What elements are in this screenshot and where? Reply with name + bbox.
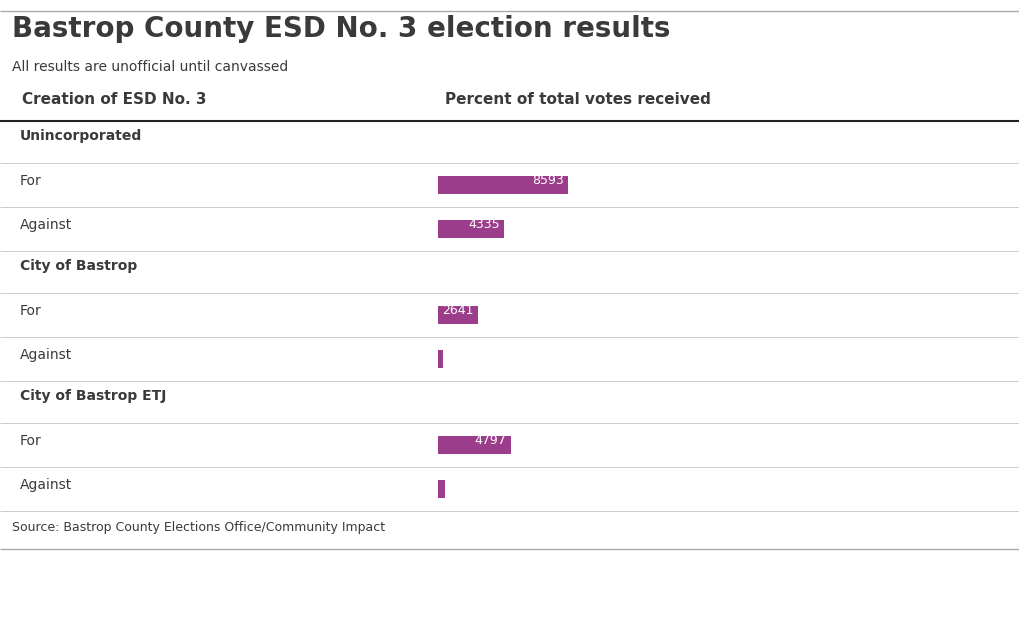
Text: City of Bastrop ETJ: City of Bastrop ETJ [20,389,166,403]
Bar [437,306,478,324]
Text: Against: Against [20,218,72,232]
Bar [437,480,444,498]
Text: 4797: 4797 [475,435,506,447]
Text: Source: Bastrop County Elections Office/Community Impact: Source: Bastrop County Elections Office/… [12,521,385,534]
Text: Creation of ESD No. 3: Creation of ESD No. 3 [22,92,206,107]
Bar [437,176,568,194]
Text: 4335: 4335 [468,218,499,231]
Text: Against: Against [20,478,72,492]
Text: For: For [20,434,42,448]
Text: 8593: 8593 [532,174,564,187]
Text: City of Bastrop: City of Bastrop [20,259,138,273]
Text: All results are unofficial until canvassed: All results are unofficial until canvass… [12,60,288,74]
Bar [437,436,511,454]
Text: 2641: 2641 [442,304,474,318]
Bar [437,350,442,368]
Text: Unincorporated: Unincorporated [20,129,142,143]
Text: Bastrop County ESD No. 3 election results: Bastrop County ESD No. 3 election result… [12,15,669,43]
Text: For: For [20,174,42,188]
Text: For: For [20,304,42,318]
Text: Against: Against [20,348,72,362]
Text: Percent of total votes received: Percent of total votes received [444,92,710,107]
Bar [437,220,503,238]
